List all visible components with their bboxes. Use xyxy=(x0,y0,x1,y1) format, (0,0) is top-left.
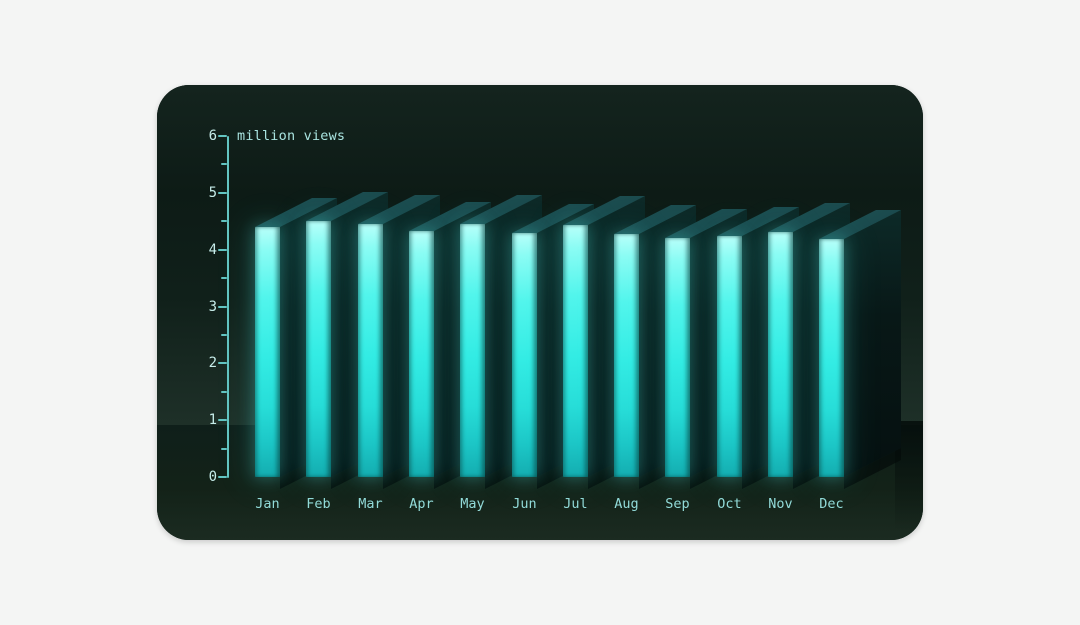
y-axis-minor-tick xyxy=(221,220,227,223)
bar-front-face xyxy=(460,224,485,477)
bar-front-face xyxy=(306,221,331,477)
bar-front-face xyxy=(512,233,537,477)
x-axis-label-nov: Nov xyxy=(768,496,793,512)
y-axis-unit-label: million views xyxy=(237,128,346,144)
bar-front-face xyxy=(819,239,844,477)
y-axis-tick-label: 5 xyxy=(208,184,217,201)
y-axis-minor-tick xyxy=(221,277,227,280)
x-axis-label-aug: Aug xyxy=(614,496,639,512)
y-axis-minor-tick xyxy=(221,163,227,166)
y-axis-minor-tick xyxy=(221,447,227,450)
y-axis-major-tick xyxy=(218,248,227,251)
y-axis-major-tick xyxy=(218,362,227,365)
x-axis-label-jun: Jun xyxy=(512,496,537,512)
y-axis-major-tick xyxy=(218,419,227,422)
bar-front-face xyxy=(563,225,588,477)
bar-front-face xyxy=(717,236,742,477)
y-axis-tick-label: 4 xyxy=(208,241,217,258)
y-axis-major-tick xyxy=(218,135,227,138)
y-axis-tick-label: 3 xyxy=(208,298,217,315)
x-axis-label-dec: Dec xyxy=(819,496,844,512)
bar-front-face xyxy=(255,227,280,477)
bar-front-face xyxy=(665,238,690,477)
bar-front-face xyxy=(409,231,434,477)
y-axis-minor-tick xyxy=(221,333,227,336)
bar-front-face xyxy=(358,224,383,477)
y-axis-major-tick xyxy=(218,476,227,478)
y-axis-tick-label: 2 xyxy=(208,355,217,372)
y-axis-tick-label: 1 xyxy=(208,412,217,429)
y-axis-minor-tick xyxy=(221,390,227,393)
x-axis-label-sep: Sep xyxy=(665,496,690,512)
bar-front-face xyxy=(614,234,639,477)
x-axis-label-apr: Apr xyxy=(409,496,434,512)
y-axis-tick-label: 0 xyxy=(208,469,217,485)
chart-card: 0 1 2 3 4 5 6 million views Jan Feb Mar Apr May Jun… xyxy=(157,85,923,540)
y-axis-major-tick xyxy=(218,305,227,308)
y-axis-tick-label: 6 xyxy=(208,128,217,145)
bar-front-face xyxy=(768,232,793,477)
x-axis-label-oct: Oct xyxy=(717,496,742,512)
y-axis-major-tick xyxy=(218,191,227,194)
x-axis-label-mar: Mar xyxy=(358,496,383,512)
x-axis-label-may: May xyxy=(460,496,485,512)
bar-dec xyxy=(819,210,901,489)
x-axis-label-jul: Jul xyxy=(563,496,588,512)
y-axis-line xyxy=(227,136,229,478)
bar-side-face xyxy=(844,210,901,477)
x-axis-label-jan: Jan xyxy=(255,496,280,512)
x-axis-label-feb: Feb xyxy=(306,496,331,512)
